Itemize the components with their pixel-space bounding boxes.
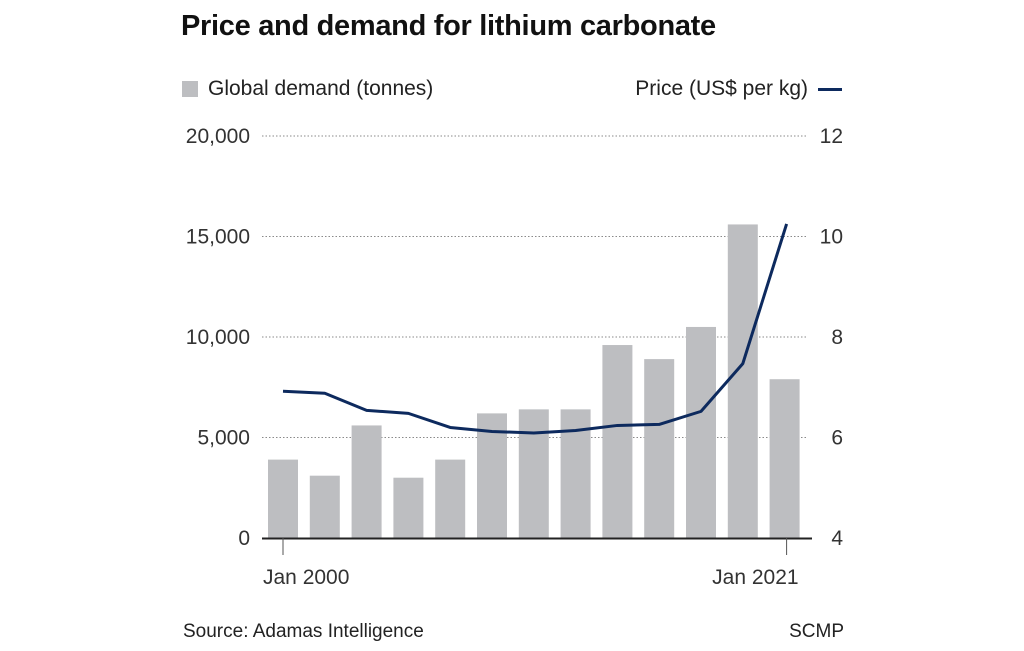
left-axis-tick-label: 15,000 <box>186 226 250 249</box>
price-line <box>282 223 789 435</box>
right-axis-tick-label: 4 <box>831 527 843 550</box>
demand-bar <box>435 459 466 538</box>
left-axis-tick-label: 10,000 <box>186 326 250 349</box>
demand-bar <box>268 459 298 538</box>
demand-bar <box>477 413 507 538</box>
source-note: Source: Adamas Intelligence <box>183 621 424 642</box>
left-axis-tick-label: 5,000 <box>197 427 250 450</box>
x-axis-tick-label: Jan 2021 <box>712 566 798 589</box>
brand-credit: SCMP <box>789 621 844 642</box>
demand-bar <box>644 359 675 538</box>
demand-bar <box>727 224 758 538</box>
legend-price-label: Price (US$ per kg) <box>635 77 808 100</box>
right-axis-labels: 4 6 8 10 12 <box>820 125 844 550</box>
left-axis-tick-label: 0 <box>238 527 250 550</box>
x-axis-labels: Jan 2000 Jan 2021 <box>263 566 799 589</box>
legend-demand: Global demand (tonnes) <box>182 77 433 101</box>
demand-bar <box>351 425 382 538</box>
right-axis-tick-label: 6 <box>831 427 843 450</box>
demand-bar <box>309 475 340 538</box>
gridlines <box>262 135 807 438</box>
left-axis-labels: 0 5,000 10,000 15,000 20,000 <box>186 125 250 550</box>
chart-title: Price and demand for lithium carbonate <box>181 10 716 42</box>
x-axis-tick-label: Jan 2000 <box>263 566 349 589</box>
bar-series <box>268 224 800 538</box>
legend-line-swatch-icon <box>818 87 842 91</box>
right-axis-tick-label: 8 <box>831 326 843 349</box>
right-axis-tick-label: 10 <box>820 226 843 249</box>
line-series <box>282 223 789 435</box>
legend-price: Price (US$ per kg) <box>635 77 842 101</box>
demand-bar <box>769 379 800 538</box>
demand-bar <box>602 345 633 538</box>
legend-bar-swatch-icon <box>182 81 198 97</box>
x-axis <box>262 537 812 555</box>
right-axis-tick-label: 12 <box>820 125 843 148</box>
demand-bar <box>518 409 549 538</box>
demand-bar <box>686 326 716 538</box>
left-axis-tick-label: 20,000 <box>186 125 250 148</box>
demand-bar <box>393 477 424 538</box>
legend-demand-label: Global demand (tonnes) <box>208 77 434 100</box>
